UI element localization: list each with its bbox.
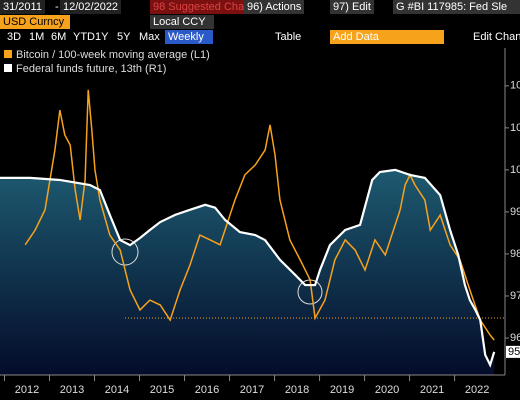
range-button[interactable]: 1Y	[95, 31, 109, 43]
legend-swatch	[4, 50, 12, 58]
y2-tick-label: 98	[510, 248, 520, 260]
x-tick-label: 2013	[60, 384, 84, 396]
range-button[interactable]: 3D	[7, 31, 22, 43]
y2-tick-label: 97	[510, 290, 520, 302]
x-tick-label: 2012	[15, 384, 39, 396]
edit[interactable]: 97) Edit	[330, 0, 374, 14]
legend: Bitcoin / 100-week moving average (L1) F…	[4, 49, 210, 75]
range-button[interactable]: 5Y	[117, 31, 131, 43]
last-value-label: 95	[508, 346, 520, 358]
range-button[interactable]: YTD	[73, 31, 95, 43]
chart: Bitcoin / 100-week moving average (L1) F…	[0, 48, 520, 396]
suggested-charts[interactable]: 98 Suggested Charts	[150, 0, 256, 14]
add-data[interactable]: Add Data	[330, 30, 444, 44]
edit-chart[interactable]: Edit Chart	[473, 31, 520, 43]
x-tick-label: 2016	[195, 384, 219, 396]
legend-label: Bitcoin / 100-week moving average (L1)	[16, 49, 210, 61]
x-tick-label: 2014	[105, 384, 129, 396]
legend-label: Federal funds future, 13th (R1)	[16, 63, 166, 75]
table[interactable]: Table	[275, 31, 302, 43]
toolbar-top: 31/2011 - 12/02/2022 98 Suggested Charts…	[0, 0, 520, 15]
x-tick-label: 2019	[330, 384, 354, 396]
actions[interactable]: 96) Actions	[244, 0, 305, 14]
area	[0, 169, 495, 375]
x-tick-label: 2020	[375, 384, 399, 396]
range-button[interactable]: 6M	[51, 31, 67, 43]
y2-tick-label: 96	[510, 332, 520, 344]
range-button[interactable]: Max	[139, 31, 160, 43]
story[interactable]: G #BI 117985: Fed Sle	[393, 0, 520, 14]
x-tick-label: 2018	[285, 384, 309, 396]
toolbar-bottom: Weekly Table Add Data Edit Chart 3D 1M 6M Y…	[0, 30, 520, 45]
series-line	[0, 168, 496, 368]
frequency[interactable]: Weekly	[165, 30, 213, 44]
end-date[interactable]: 12/02/2022	[60, 0, 122, 14]
y2-tick-label: 10	[510, 122, 520, 134]
x-tick-label: 2021	[420, 384, 444, 396]
legend-swatch	[4, 64, 12, 72]
annotation-circle	[111, 238, 139, 266]
toolbar-middle: USD Curncy Local CCY	[0, 15, 520, 30]
y2-tick-label: 10	[510, 164, 520, 176]
x-tick-label: 2015	[150, 384, 174, 396]
range-button[interactable]: 1M	[29, 31, 45, 43]
y2-tick-label: 10	[510, 80, 520, 92]
security[interactable]: USD Curncy	[0, 15, 70, 29]
x-tick-label: 2017	[240, 384, 264, 396]
series-line	[24, 89, 495, 341]
x-tick-label: 2022	[465, 384, 489, 396]
currency[interactable]: Local CCY	[150, 15, 214, 29]
y2-tick-label: 99	[510, 206, 520, 218]
last-value-box	[506, 345, 520, 358]
start-date[interactable]: 31/2011	[0, 0, 45, 14]
